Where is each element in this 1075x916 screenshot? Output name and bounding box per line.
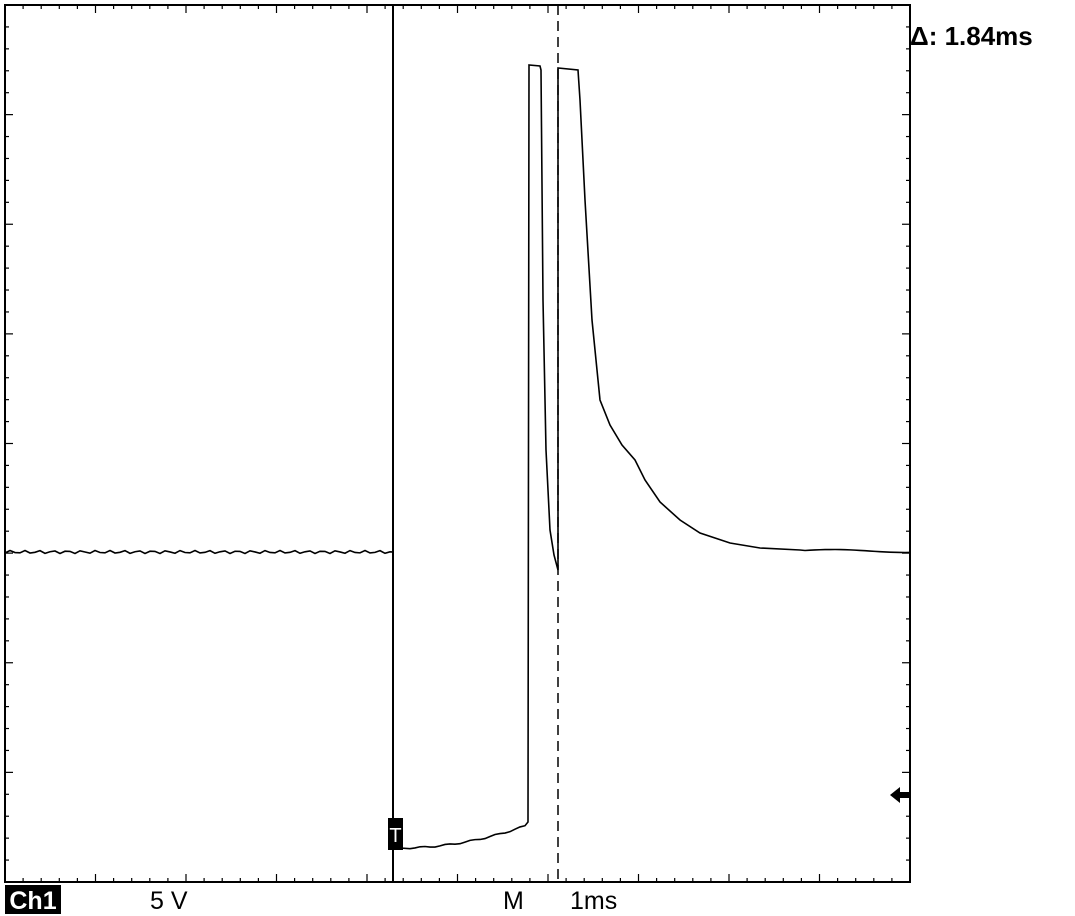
waveform-trace	[4, 64, 911, 850]
volts-per-div: 5 V	[150, 887, 188, 915]
ground-arrow	[890, 787, 910, 803]
trigger-marker-label: T	[389, 825, 401, 847]
channel-badge	[5, 885, 61, 914]
channel-label: Ch1	[9, 887, 56, 915]
timebase-label: M	[503, 887, 524, 915]
time-per-div: 1ms	[570, 887, 617, 915]
trigger-marker	[388, 818, 403, 850]
delta-readout: Δ: 1.84ms	[910, 21, 1033, 51]
